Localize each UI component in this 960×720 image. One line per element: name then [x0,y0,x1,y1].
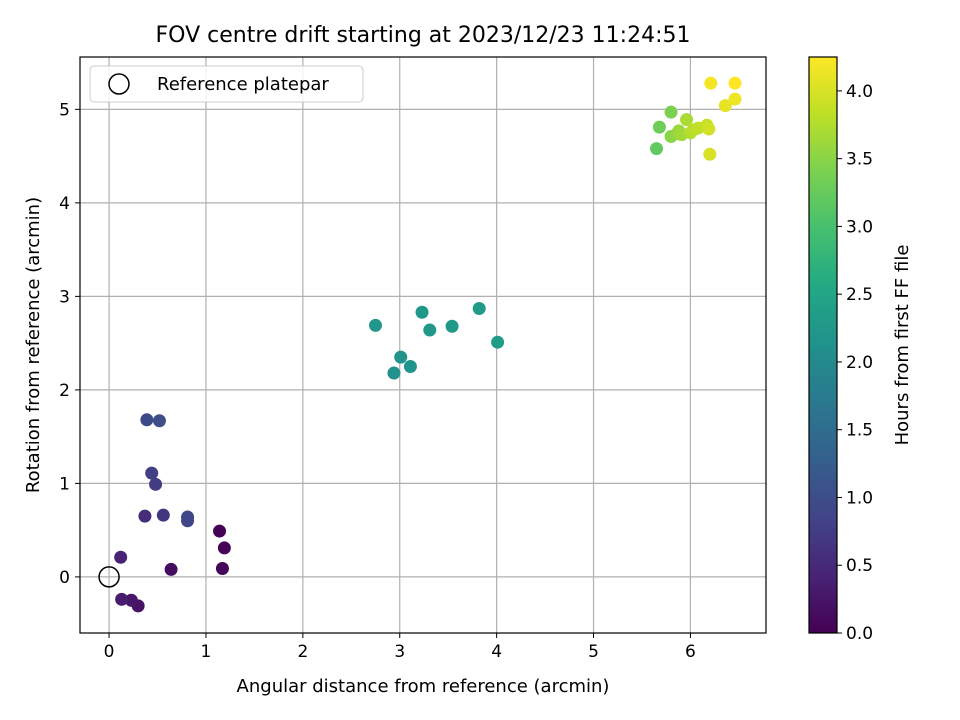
colorbar-tick-label: 1.0 [846,488,873,508]
data-point [652,120,666,134]
y-tick-label: 3 [59,287,70,307]
data-point [156,508,170,522]
data-point [124,593,138,607]
x-tick-label: 4 [491,642,502,662]
data-point [387,366,401,380]
x-tick-label: 3 [394,642,405,662]
data-point [138,509,152,523]
y-tick-label: 5 [59,100,70,120]
chart-title: FOV centre drift starting at 2023/12/23 … [156,23,691,48]
data-point [664,105,678,119]
data-point [491,335,505,349]
legend-entry-label: Reference platepar [157,74,329,95]
y-tick-label: 4 [59,194,70,214]
x-tick-label: 6 [685,642,696,662]
colorbar-label: Hours from first FF file [892,245,913,446]
legend-box [89,65,364,103]
colorbar-tick-label: 3.0 [846,217,873,237]
colorbar-gradient [808,56,838,634]
colorbar-tick-label: 4.0 [846,82,873,102]
data-point [445,319,459,333]
colorbar-tick-label: 0.5 [846,556,873,576]
data-point [213,524,227,538]
data-point [472,302,486,316]
data-point [164,562,178,576]
reference-platepar-marker [98,566,120,588]
data-point [728,76,742,90]
plot-frame [79,56,767,634]
y-tick-label: 1 [59,474,70,494]
x-tick-label: 1 [201,642,212,662]
data-point [680,113,694,127]
x-axis-ticks: 0 1 2 3 4 5 6 [104,633,696,662]
data-point [215,561,229,575]
data-point [650,142,664,156]
reference-marker-layer [98,566,120,588]
data-point [145,466,159,480]
y-tick-label: 0 [59,568,70,588]
data-point [369,318,383,332]
x-axis-label: Angular distance from reference (arcmin) [237,676,610,697]
data-point [114,550,128,564]
colorbar-tick-label: 2.5 [846,285,873,305]
data-point [217,541,231,555]
colorbar-tick-label: 1.5 [846,421,873,441]
colorbar-tick-label: 2.0 [846,353,873,373]
data-points [114,76,742,613]
grid-lines [80,57,766,633]
colorbar: 0.0 0.5 1.0 1.5 2.0 2.5 3.0 3.5 4.0 Hours from f… [808,56,913,644]
x-tick-label: 2 [297,642,308,662]
data-point [181,510,195,524]
data-point [149,477,163,491]
colorbar-tick-label: 0.0 [846,624,873,644]
data-point [718,99,732,113]
y-tick-label: 2 [59,381,70,401]
data-point [394,350,408,364]
colorbar-tick-label: 3.5 [846,150,873,170]
legend-reference-marker [108,73,130,95]
data-point [415,305,429,319]
legend: Reference platepar [89,65,364,103]
x-tick-label: 5 [588,642,599,662]
data-point [152,414,166,428]
y-axis-label: Rotation from reference (arcmin) [23,197,44,493]
data-point [728,92,742,106]
colorbar-ticks: 0.0 0.5 1.0 1.5 2.0 2.5 3.0 3.5 4.0 [837,82,873,644]
x-tick-label: 0 [104,642,115,662]
y-axis-ticks: 0 1 2 3 4 5 [59,100,80,588]
data-point [702,122,716,136]
data-point [703,147,717,161]
data-point [704,76,718,90]
data-point [140,413,154,427]
data-point [423,323,437,337]
data-point [115,592,129,606]
data-point [403,360,417,374]
